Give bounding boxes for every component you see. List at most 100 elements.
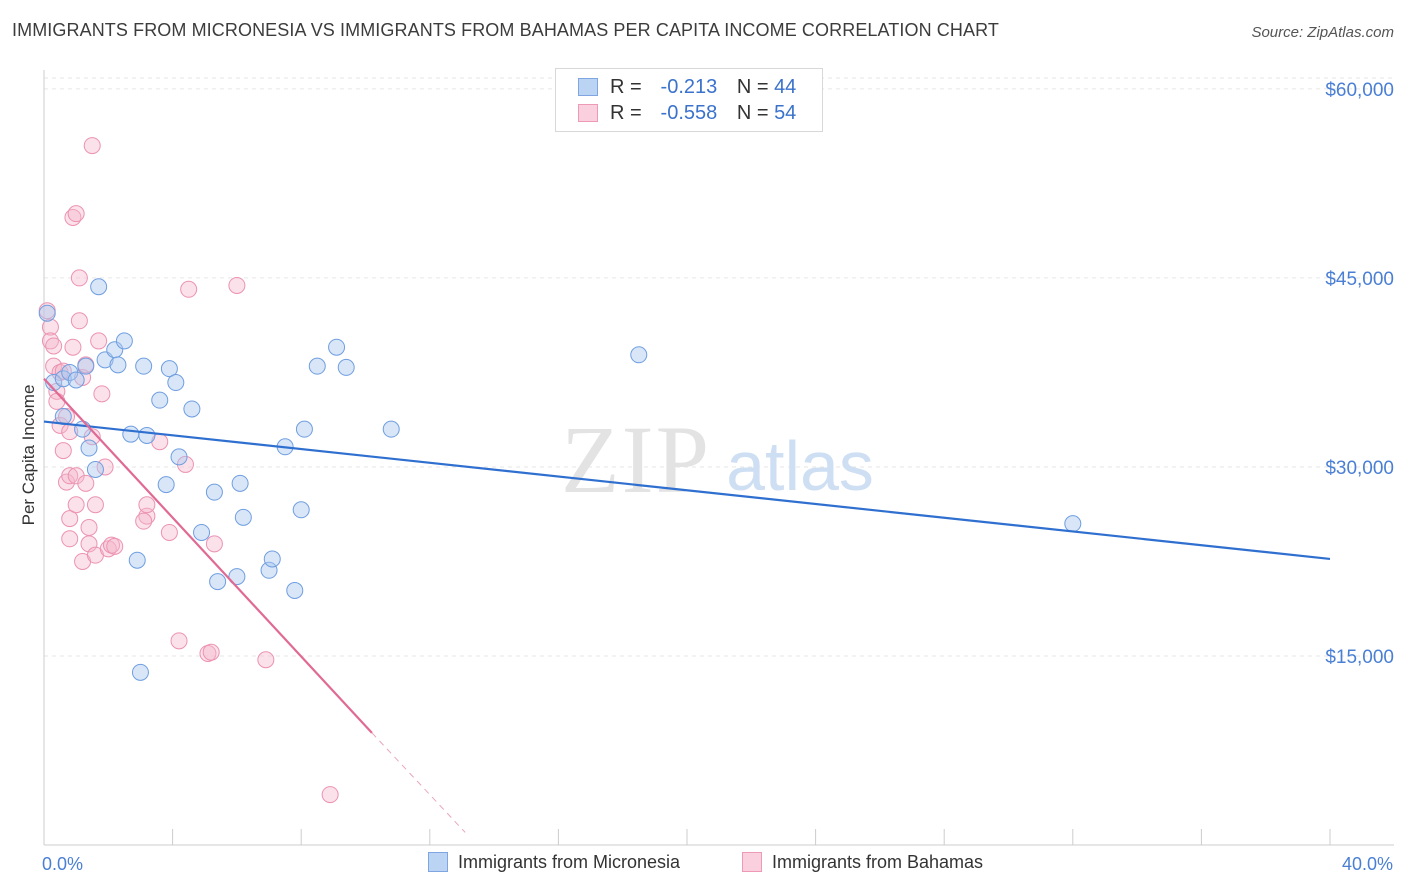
- legend-n-label: N =: [736, 102, 769, 124]
- data-point: [231, 474, 249, 492]
- chart-title: IMMIGRANTS FROM MICRONESIA VS IMMIGRANTS…: [12, 20, 999, 40]
- data-point: [180, 280, 198, 298]
- data-point: [61, 510, 79, 528]
- data-point: [67, 496, 85, 514]
- legend-row-micronesia: R = -0.213 N = 44: [578, 76, 796, 100]
- data-point: [157, 476, 175, 494]
- data-point: [77, 474, 95, 492]
- x-tick-label-max: 40.0%: [1342, 854, 1393, 874]
- legend-n-value: 54: [774, 102, 797, 124]
- data-point: [205, 483, 223, 501]
- data-point: [93, 385, 111, 403]
- data-point: [51, 416, 69, 434]
- y-tick-label: $15,000: [1325, 647, 1394, 668]
- trend-lines: [43, 377, 1331, 833]
- grid-lines: [44, 77, 1394, 657]
- data-point: [209, 573, 227, 591]
- data-point: [260, 561, 278, 579]
- data-point: [67, 205, 85, 223]
- svg-text:atlas: atlas: [726, 427, 874, 505]
- zipatlas-watermark: ZIP atlas: [561, 406, 874, 513]
- data-point: [128, 551, 146, 569]
- data-point: [80, 518, 98, 536]
- data-point: [630, 346, 648, 364]
- legend-r-value: -0.558: [660, 102, 718, 124]
- data-point: [74, 420, 92, 438]
- data-point: [61, 530, 79, 548]
- data-point: [138, 426, 156, 444]
- data-point: [122, 425, 140, 443]
- data-point: [337, 358, 355, 376]
- y-tick-labels: $15,000 $30,000 $45,000 $60,000: [1325, 80, 1394, 668]
- data-point: [131, 663, 149, 681]
- micronesia-swatch: [578, 78, 598, 96]
- data-point: [328, 338, 346, 356]
- legend-r-label: R =: [610, 76, 642, 98]
- data-point: [138, 496, 156, 514]
- data-point: [193, 523, 211, 541]
- y-axis-title: Per Capita Income: [19, 385, 38, 526]
- trend-line-micronesia: [43, 420, 1331, 561]
- data-point: [45, 337, 63, 355]
- data-point: [115, 332, 133, 350]
- data-point: [308, 357, 326, 375]
- data-point: [96, 458, 114, 476]
- data-point: [170, 448, 188, 466]
- data-point: [41, 332, 59, 350]
- data-point: [61, 467, 79, 485]
- bottom-legend-micronesia: Immigrants from Micronesia: [428, 852, 680, 873]
- data-point: [135, 512, 153, 530]
- data-point: [321, 786, 339, 804]
- legend-r-value: -0.213: [660, 76, 718, 98]
- data-point: [54, 442, 72, 460]
- data-point: [205, 535, 223, 553]
- data-point: [41, 318, 59, 336]
- bahamas-swatch: [578, 104, 598, 122]
- svg-text:ZIP: ZIP: [561, 406, 711, 513]
- data-point: [83, 137, 101, 155]
- data-point: [263, 550, 281, 568]
- series-bahamas: [38, 137, 339, 804]
- bottom-legend-label: Immigrants from Micronesia: [458, 852, 681, 872]
- data-point: [160, 523, 178, 541]
- data-point: [286, 581, 304, 599]
- data-point: [109, 356, 127, 374]
- legend-n-label: N =: [736, 76, 769, 98]
- chart-source: Source: ZipAtlas.com: [1251, 24, 1394, 41]
- bottom-legend-bahamas: Immigrants from Bahamas: [742, 852, 983, 873]
- data-point: [86, 496, 104, 514]
- data-point: [70, 269, 88, 287]
- bottom-legend-label: Immigrants from Bahamas: [772, 852, 984, 872]
- data-point: [135, 357, 153, 375]
- data-point: [160, 360, 178, 378]
- data-point: [54, 370, 72, 388]
- legend-row-bahamas: R = -0.558 N = 54: [578, 102, 796, 126]
- data-point: [86, 460, 104, 478]
- trend-line-bahamas-extension: [371, 732, 466, 833]
- y-tick-label: $30,000: [1325, 458, 1394, 479]
- axes: [43, 70, 1394, 846]
- data-point: [67, 371, 85, 389]
- data-point: [183, 400, 201, 418]
- data-point: [90, 332, 108, 350]
- legend-r-label: R =: [610, 102, 642, 124]
- y-tick-label: $45,000: [1325, 269, 1394, 290]
- data-point: [228, 568, 246, 586]
- data-point: [234, 508, 252, 526]
- x-tick-label-min: 0.0%: [42, 854, 83, 874]
- data-point: [170, 632, 188, 650]
- data-point: [228, 276, 246, 294]
- data-point: [151, 391, 169, 409]
- data-point: [202, 643, 220, 661]
- data-point: [1064, 515, 1082, 533]
- data-point: [295, 420, 313, 438]
- data-point: [48, 392, 66, 410]
- data-point: [382, 420, 400, 438]
- data-point: [38, 304, 56, 322]
- data-point: [70, 312, 88, 330]
- trend-line-bahamas: [43, 377, 373, 734]
- data-point: [106, 537, 124, 555]
- data-point: [90, 278, 108, 296]
- data-point: [80, 439, 98, 457]
- data-point: [64, 338, 82, 356]
